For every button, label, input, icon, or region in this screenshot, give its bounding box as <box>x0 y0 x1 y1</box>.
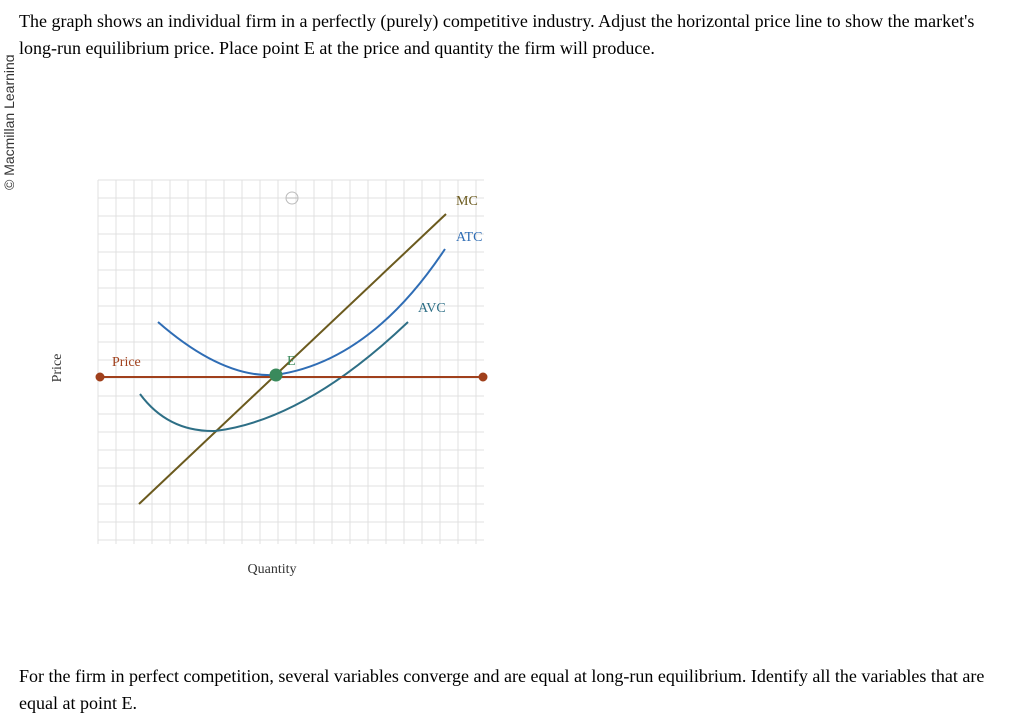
point-e[interactable] <box>269 368 283 382</box>
follow-up-question-text: For the firm in perfect competition, sev… <box>19 666 985 713</box>
mc-label: MC <box>456 194 478 209</box>
price-line-label: Price <box>112 355 141 370</box>
avc-curve <box>139 321 409 433</box>
graph-grid <box>97 179 484 544</box>
avc-label: AVC <box>418 301 446 316</box>
x-axis-label: Quantity <box>247 562 297 577</box>
price-line-right-handle[interactable] <box>478 372 488 382</box>
price-line-left-handle[interactable] <box>95 372 105 382</box>
point-e-label: E <box>287 354 296 369</box>
question-text: The graph shows an individual firm in a … <box>19 11 975 58</box>
atc-label: ATC <box>456 230 482 245</box>
mc-curve <box>138 213 447 505</box>
point-e-drop-target-icon[interactable] <box>285 191 299 205</box>
